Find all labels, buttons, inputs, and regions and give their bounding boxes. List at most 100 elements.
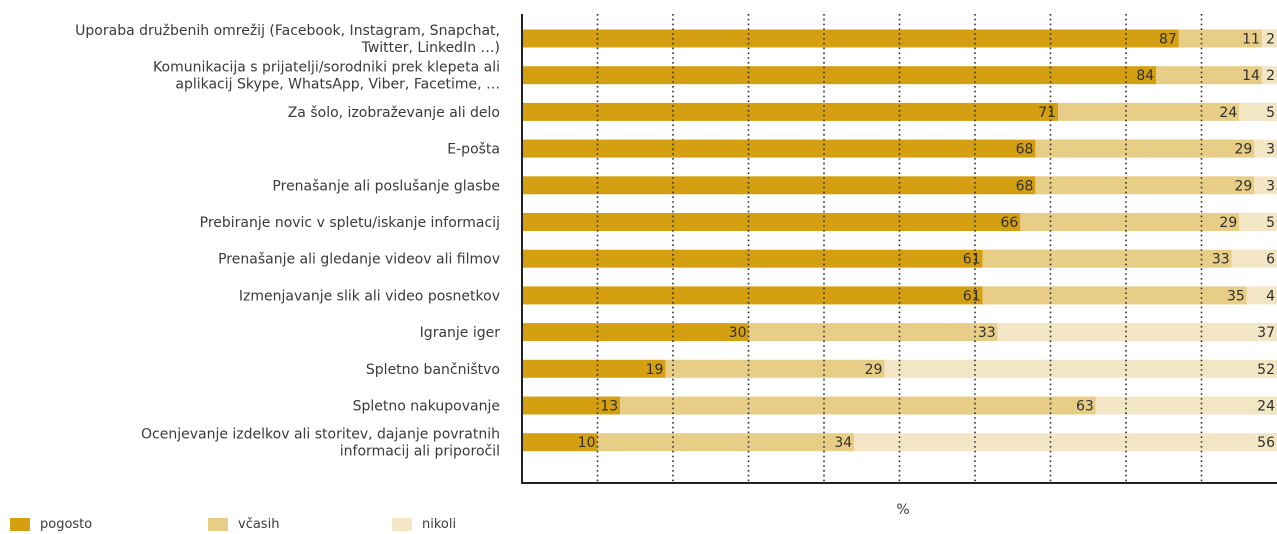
data-label-pogosto-4: 68 xyxy=(1016,178,1034,194)
bar-pogosto-2 xyxy=(522,102,1059,121)
data-label-pogosto-7: 61 xyxy=(963,288,981,304)
bar-včasih-7 xyxy=(982,286,1247,305)
bar-pogosto-1 xyxy=(522,66,1157,85)
data-label-včasih-10: 63 xyxy=(1076,399,1094,415)
data-label-pogosto-2: 71 xyxy=(1038,105,1056,121)
bar-včasih-11 xyxy=(597,433,855,452)
category-label-7: Izmenjavanje slik ali video posnetkov xyxy=(239,288,500,304)
data-label-nikoli-4: 3 xyxy=(1266,178,1275,194)
data-label-pogosto-9: 19 xyxy=(646,362,664,378)
legend-label-pogosto: pogosto xyxy=(40,516,93,532)
data-label-nikoli-6: 6 xyxy=(1266,252,1275,268)
category-label-6: Prenašanje ali gledanje videov ali filmo… xyxy=(218,252,500,268)
category-label-1: Komunikacija s prijatelji/sorodniki prek… xyxy=(153,60,500,93)
bar-včasih-1 xyxy=(1156,66,1262,85)
data-label-včasih-0: 11 xyxy=(1242,32,1260,48)
bar-pogosto-7 xyxy=(522,286,983,305)
bar-nikoli-6 xyxy=(1231,249,1277,268)
category-label-2: Za šolo, izobraževanje ali delo xyxy=(288,105,500,121)
data-label-včasih-8: 33 xyxy=(978,325,996,341)
bar-včasih-5 xyxy=(1020,213,1240,231)
category-label-0: Uporaba družbenih omrežij (Facebook, Ins… xyxy=(75,23,500,56)
data-label-pogosto-11: 10 xyxy=(578,435,596,451)
bar-včasih-6 xyxy=(982,249,1232,268)
bar-pogosto-3 xyxy=(522,139,1036,158)
bar-nikoli-7 xyxy=(1246,286,1277,305)
category-label-5: Prebiranje novic v spletu/iskanje inform… xyxy=(200,215,500,231)
data-label-včasih-9: 29 xyxy=(865,362,883,378)
data-label-pogosto-5: 66 xyxy=(1000,215,1018,231)
legend-item-vcasih: včasih xyxy=(208,514,279,534)
bar-nikoli-0 xyxy=(1261,29,1277,48)
data-label-pogosto-8: 30 xyxy=(729,325,747,341)
data-label-pogosto-1: 84 xyxy=(1136,68,1154,84)
bar-včasih-8 xyxy=(748,323,998,342)
bar-nikoli-4 xyxy=(1254,176,1277,195)
category-label-4: Prenašanje ali poslušanje glasbe xyxy=(272,178,500,194)
legend-label-vcasih: včasih xyxy=(238,516,280,532)
bar-nikoli-9 xyxy=(884,359,1277,378)
bar-včasih-10 xyxy=(620,396,1096,415)
bar-pogosto-6 xyxy=(522,249,983,268)
grid-layer xyxy=(596,14,1203,482)
data-label-včasih-2: 24 xyxy=(1219,105,1237,121)
data-label-nikoli-10: 24 xyxy=(1257,399,1275,415)
data-label-pogosto-10: 13 xyxy=(600,399,618,415)
bar-pogosto-9 xyxy=(522,359,666,378)
data-label-včasih-4: 29 xyxy=(1235,178,1253,194)
bar-pogosto-11 xyxy=(522,433,598,452)
axis-layer xyxy=(521,14,1277,484)
bar-nikoli-1 xyxy=(1261,66,1277,85)
bar-pogosto-5 xyxy=(522,213,1021,231)
bar-nikoli-5 xyxy=(1239,213,1277,231)
data-label-nikoli-7: 4 xyxy=(1266,288,1275,304)
legend-swatch-vcasih xyxy=(208,517,228,531)
data-label-včasih-1: 14 xyxy=(1242,68,1260,84)
bar-pogosto-8 xyxy=(522,323,749,342)
bar-pogosto-0 xyxy=(522,29,1179,48)
category-label-3: E-pošta xyxy=(447,142,500,158)
bar-nikoli-8 xyxy=(997,323,1277,342)
bar-nikoli-10 xyxy=(1095,396,1277,415)
bar-včasih-3 xyxy=(1035,139,1255,158)
legend-label-nikoli: nikoli xyxy=(422,516,457,532)
data-label-nikoli-1: 2 xyxy=(1266,68,1275,84)
bar-pogosto-4 xyxy=(522,176,1036,195)
bar-včasih-2 xyxy=(1058,102,1240,121)
data-label-včasih-6: 33 xyxy=(1212,252,1230,268)
bars-layer xyxy=(522,29,1277,452)
data-label-včasih-7: 35 xyxy=(1227,288,1245,304)
data-label-nikoli-3: 3 xyxy=(1266,142,1275,158)
data-label-nikoli-8: 37 xyxy=(1257,325,1275,341)
bar-nikoli-2 xyxy=(1239,102,1277,121)
data-label-pogosto-6: 61 xyxy=(963,252,981,268)
data-label-nikoli-11: 56 xyxy=(1257,435,1275,451)
bar-pogosto-10 xyxy=(522,396,621,415)
category-label-10: Spletno nakupovanje xyxy=(353,399,500,415)
data-label-pogosto-3: 68 xyxy=(1016,142,1034,158)
legend-item-pogosto: pogosto xyxy=(10,514,92,534)
data-label-včasih-3: 29 xyxy=(1235,142,1253,158)
bar-nikoli-11 xyxy=(854,433,1277,452)
legend: pogosto včasih nikoli xyxy=(0,514,600,534)
data-label-pogosto-0: 87 xyxy=(1159,32,1177,48)
data-label-včasih-11: 34 xyxy=(834,435,852,451)
legend-swatch-pogosto xyxy=(10,517,30,531)
bar-včasih-4 xyxy=(1035,176,1255,195)
data-label-nikoli-5: 5 xyxy=(1266,215,1275,231)
data-label-včasih-5: 29 xyxy=(1219,215,1237,231)
bar-nikoli-3 xyxy=(1254,139,1277,158)
labels-layer: 87 11 2 Uporaba družbenih omrežij (Facebook… xyxy=(75,23,1275,460)
category-label-8: Igranje iger xyxy=(420,325,501,341)
data-label-nikoli-9: 52 xyxy=(1257,362,1275,378)
data-label-nikoli-0: 2 xyxy=(1266,32,1275,48)
bar-včasih-9 xyxy=(665,359,885,378)
bar-včasih-0 xyxy=(1178,29,1262,48)
category-label-11: Ocenjevanje izdelkov ali storitev, dajan… xyxy=(141,427,500,460)
legend-swatch-nikoli xyxy=(392,517,412,531)
legend-item-nikoli: nikoli xyxy=(392,514,456,534)
category-label-9: Spletno bančništvo xyxy=(366,362,500,378)
x-axis-label: % xyxy=(896,502,909,518)
data-label-nikoli-2: 5 xyxy=(1266,105,1275,121)
